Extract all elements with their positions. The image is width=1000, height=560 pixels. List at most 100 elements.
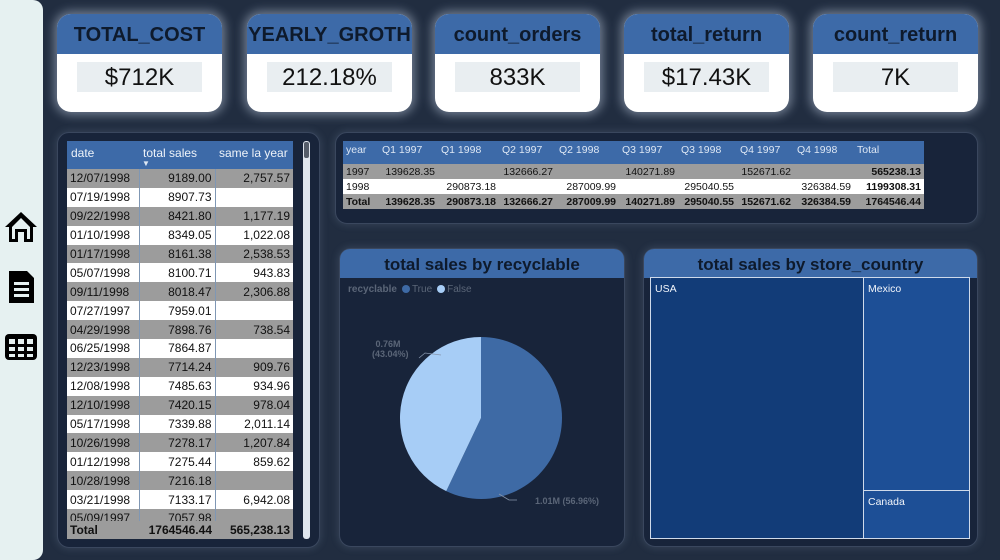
table-row[interactable]: 01/12/1998 7275.44 859.62 xyxy=(67,452,293,472)
matrix-column-header[interactable]: Q4 1998 xyxy=(794,141,854,164)
table-row[interactable]: 12/08/1998 7485.63 934.96 xyxy=(67,376,293,396)
kpi-title: TOTAL_COST xyxy=(57,14,222,54)
table-scrollbar[interactable] xyxy=(303,141,310,539)
matrix-row[interactable]: 1998 290873.18 287009.99 295040.55 326384.59… xyxy=(343,179,924,194)
cell-date: 04/29/1998 xyxy=(67,320,139,340)
matrix-cell: 295040.55 xyxy=(678,179,737,194)
matrix-header-row: year Q1 1997 Q1 1998 Q2 1997 Q2 1998 Q3 1997 Q… xyxy=(343,141,924,164)
column-header-total-sales[interactable]: total sales ▼ xyxy=(139,141,215,169)
cell-total-sales: 7959.01 xyxy=(138,301,215,321)
cell-date: 07/27/1997 xyxy=(67,301,139,321)
pie-label-false: 0.76M (43.04%) xyxy=(372,339,409,359)
matrix-cell xyxy=(438,164,499,179)
total-label: Total xyxy=(70,523,98,537)
pie-leader-line-false xyxy=(418,352,442,359)
table-row[interactable]: 10/26/1998 7278.17 1,207.84 xyxy=(67,433,293,453)
table-row[interactable]: 05/17/1998 7339.88 2,011.14 xyxy=(67,414,293,434)
matrix-total-cell: 1764546.44 xyxy=(854,194,924,209)
cell-same-last-year: 1,177.19 xyxy=(214,206,293,226)
cell-date: 12/23/1998 xyxy=(67,357,139,377)
quarterly-matrix: year Q1 1997 Q1 1998 Q2 1997 Q2 1998 Q3 1997 Q… xyxy=(343,141,924,209)
matrix-total-cell: 287009.99 xyxy=(556,194,619,209)
cell-same-last-year xyxy=(214,339,293,358)
matrix-cell xyxy=(499,179,556,194)
cell-total-sales: 8100.71 xyxy=(138,263,215,283)
treemap-cell-mexico[interactable]: Mexico xyxy=(863,277,970,491)
matrix-cell: 139628.35 xyxy=(379,164,438,179)
cell-total-sales: 7898.76 xyxy=(138,320,215,340)
cell-same-last-year: 2,757.57 xyxy=(214,169,293,188)
sort-descending-icon: ▼ xyxy=(142,159,150,168)
table-row[interactable]: 12/07/1998 9189.00 2,757.57 xyxy=(67,169,293,188)
legend-item-false[interactable]: False xyxy=(437,284,472,295)
matrix-row[interactable]: 1997 139628.35 132666.27 140271.89 152671.62… xyxy=(343,164,924,179)
matrix-cell: 140271.89 xyxy=(619,164,678,179)
cell-same-last-year: 978.04 xyxy=(214,395,293,415)
cell-same-last-year: 6,942.08 xyxy=(214,490,293,510)
matrix-column-header[interactable]: Q3 1998 xyxy=(678,141,737,164)
matrix-column-header[interactable]: Q1 1998 xyxy=(438,141,499,164)
table-row[interactable]: 07/27/1997 7959.01 xyxy=(67,301,293,321)
kpi-count-return: count_return 7K xyxy=(813,14,978,112)
table-row[interactable]: 04/29/1998 7898.76 738.54 xyxy=(67,320,293,340)
table-row[interactable]: 09/11/1998 8018.47 2,306.88 xyxy=(67,282,293,302)
cell-total-sales: 7485.63 xyxy=(138,376,215,396)
table-icon[interactable] xyxy=(3,329,39,365)
column-header-same-last-year[interactable]: same la year xyxy=(215,141,293,169)
cell-date: 09/22/1998 xyxy=(67,206,139,226)
legend-swatch-true xyxy=(401,285,410,293)
kpi-value: 7K xyxy=(833,62,958,92)
home-icon[interactable] xyxy=(3,209,39,245)
table-row[interactable]: 06/25/1998 7864.87 xyxy=(67,339,293,358)
table-row[interactable]: 03/21/1998 7133.17 6,942.08 xyxy=(67,490,293,510)
kpi-value: $17.43K xyxy=(644,62,769,92)
matrix-column-header[interactable]: Total xyxy=(854,141,924,164)
cell-same-last-year: 1,022.08 xyxy=(214,225,293,245)
matrix-cell xyxy=(737,179,794,194)
column-header-label: total sales xyxy=(143,146,198,160)
cell-date: 03/21/1998 xyxy=(67,490,139,510)
cell-date: 01/10/1998 xyxy=(67,225,139,245)
cell-same-last-year: 2,011.14 xyxy=(214,414,293,434)
matrix-column-header[interactable]: Q2 1997 xyxy=(499,141,556,164)
document-icon[interactable] xyxy=(3,269,39,305)
scrollbar-thumb[interactable] xyxy=(304,142,309,158)
pie-slice-false[interactable] xyxy=(400,337,481,492)
cell-total-sales: 7216.18 xyxy=(138,471,215,491)
table-row[interactable]: 12/10/1998 7420.15 978.04 xyxy=(67,395,293,415)
matrix-cell: 290873.18 xyxy=(438,179,499,194)
treemap-label: Mexico xyxy=(868,283,902,295)
total-same-last-year-value: 565,238.13 xyxy=(229,523,290,537)
table-row[interactable]: 01/17/1998 8161.38 2,538.53 xyxy=(67,244,293,264)
matrix-cell xyxy=(678,164,737,179)
recyclable-pie-chart xyxy=(400,337,562,501)
table-row[interactable]: 01/10/1998 8349.05 1,022.08 xyxy=(67,225,293,245)
cell-total-sales: 8421.80 xyxy=(138,206,215,226)
cell-total-sales: 8349.05 xyxy=(138,225,215,245)
matrix-column-header[interactable]: Q2 1998 xyxy=(556,141,619,164)
matrix-total-cell: Total xyxy=(343,194,379,209)
cell-date: 05/17/1998 xyxy=(67,414,139,434)
matrix-column-header[interactable]: year xyxy=(343,141,379,164)
matrix-column-header[interactable]: Q3 1997 xyxy=(619,141,678,164)
matrix-cell: 287009.99 xyxy=(556,179,619,194)
column-header-date[interactable]: date xyxy=(67,141,139,169)
treemap-cell-canada[interactable]: Canada xyxy=(863,490,970,539)
cell-date: 12/08/1998 xyxy=(67,376,139,396)
matrix-column-header[interactable]: Q1 1997 xyxy=(379,141,438,164)
table-row[interactable]: 12/23/1998 7714.24 909.76 xyxy=(67,357,293,377)
table-row[interactable]: 05/07/1998 8100.71 943.83 xyxy=(67,263,293,283)
table-row[interactable]: 07/19/1998 8907.73 xyxy=(67,187,293,207)
pie-label-value: 0.76M xyxy=(375,339,401,349)
cell-same-last-year xyxy=(214,471,293,491)
cell-same-last-year: 943.83 xyxy=(214,263,293,283)
kpi-value: $712K xyxy=(77,62,202,92)
legend-item-true[interactable]: True xyxy=(401,284,432,295)
cell-total-sales: 7864.87 xyxy=(138,339,215,358)
pie-slice-true[interactable] xyxy=(446,337,562,499)
table-row[interactable]: 10/28/1998 7216.18 xyxy=(67,471,293,491)
matrix-column-header[interactable]: Q4 1997 xyxy=(737,141,794,164)
treemap-cell-usa[interactable]: USA xyxy=(650,277,864,539)
table-row[interactable]: 09/22/1998 8421.80 1,177.19 xyxy=(67,206,293,226)
matrix-total-cell: 140271.89 xyxy=(619,194,678,209)
